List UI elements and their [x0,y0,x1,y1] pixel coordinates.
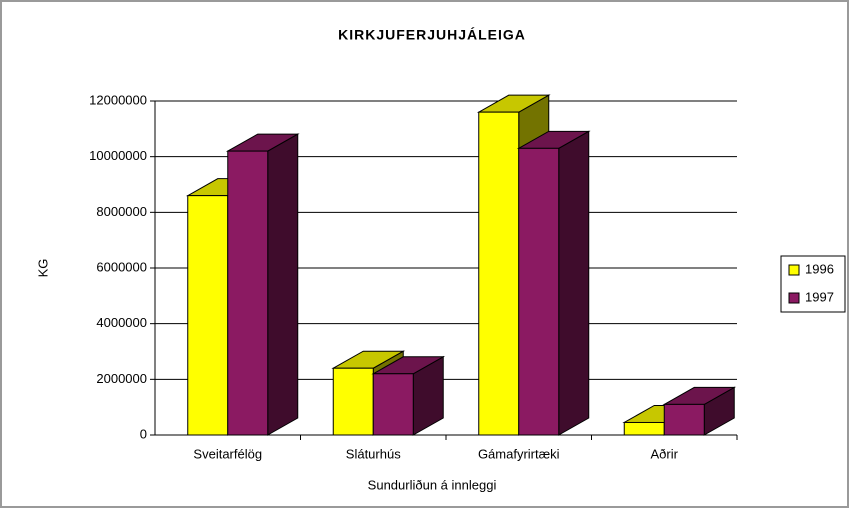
bar-front [518,147,560,436]
y-tick-label: 6000000 [96,259,147,274]
bar [662,386,737,436]
x-tick-label: Aðrir [651,446,679,461]
y-tick-label: 10000000 [89,148,147,163]
y-tick-label: 0 [140,426,147,441]
x-axis-label: Sundurliðun á innleggi [368,477,497,492]
legend-swatch [788,292,800,304]
legend-label: 1997 [805,289,834,304]
bar-front [332,367,374,436]
bar-front [372,373,414,436]
bar-side [558,130,590,436]
bar-front [187,195,229,436]
bar [516,130,591,436]
chart-title: KIRKJUFERJUHJÁLEIGA [338,27,526,43]
y-tick-label: 12000000 [89,92,147,107]
legend-swatch [788,264,800,276]
x-tick-label: Sveitarfélög [193,446,262,461]
bar-side [267,133,299,436]
x-tick-label: Sláturhús [346,446,401,461]
y-tick-label: 4000000 [96,315,147,330]
bar [371,355,446,436]
y-axis-label: KG [35,259,50,278]
bar-front [663,403,705,436]
bar-front [227,150,269,436]
bar [225,133,300,436]
x-tick-label: Gámafyrirtæki [478,446,560,461]
bar-front [478,111,520,436]
legend-label: 1996 [805,261,834,276]
y-tick-label: 8000000 [96,204,147,219]
y-tick-label: 2000000 [96,371,147,386]
bar-front [623,421,665,436]
